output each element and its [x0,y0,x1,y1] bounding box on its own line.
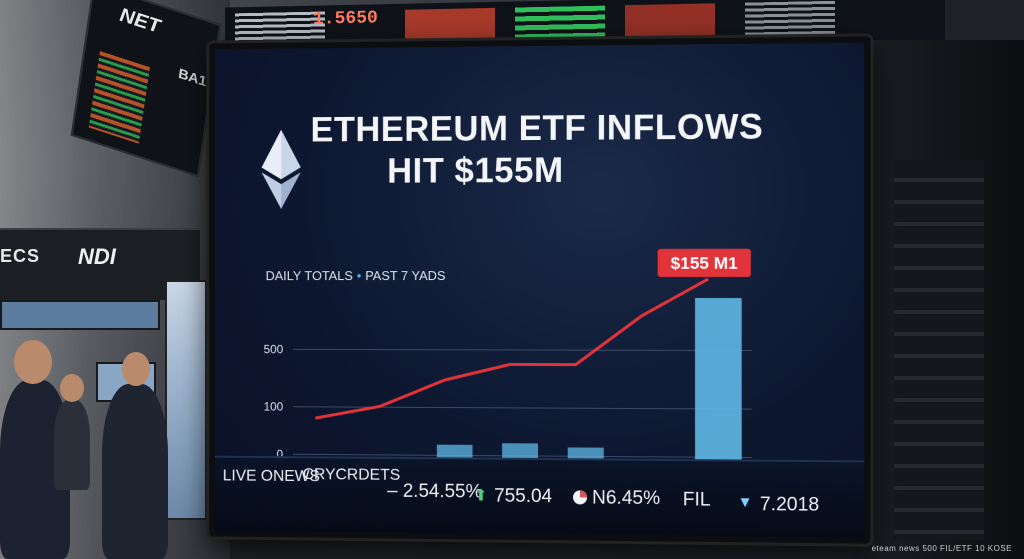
ticker-color-bars [89,51,150,144]
callout-label: $155 M1 [671,254,738,273]
grid-line [293,349,752,350]
ticker-item-name: FIL [683,489,711,511]
ticker-item-value: 755.04 [494,486,552,509]
chart-bar [695,298,742,484]
headline-line-1: ETHEREUM ETF INFLOWS [311,106,764,151]
y-tick-label: 100 [264,400,284,414]
trader-figure [102,384,168,559]
trader-head [122,352,150,386]
news-ticker: LIVE ONEWS CRYCRDETS – 2.54.55% ⬆ 755.04… [215,456,864,538]
ticker-item-name: CRYCRDETS [303,466,401,485]
up-arrow-icon: ⬆ [474,485,487,505]
main-display-frame: ETHEREUM ETF INFLOWS HIT $155M DAILY TOT… [209,36,870,543]
trader-figure [54,400,90,490]
side-ticker-sub: BA1 [177,65,207,89]
ticker-item-value: – 2.54.55% [387,481,482,504]
trader-head [14,340,52,384]
floor-banner-text-b: NDI [78,244,116,270]
chart-y-axis: 5001000 [264,342,284,461]
side-ticker-label: NET [118,4,161,39]
top-ticker-value: 1.5650 [313,8,378,29]
pie-chart-icon [572,489,588,511]
ticker-item-value: 7.2018 [760,494,819,517]
y-tick-label: 500 [264,342,284,356]
floor-banner-text-a: ECS [0,246,40,267]
trader-head [60,374,84,402]
ticker-item-value: N6.45% [592,487,660,510]
floor-monitor-stack [165,280,207,520]
equipment-racks [854,40,1024,559]
down-arrow-icon: ▼ [737,494,752,511]
floor-monitor [0,300,160,330]
headline: ETHEREUM ETF INFLOWS HIT $155M [311,106,764,193]
chart-callout: $155 M1 [658,249,751,277]
inflows-chart: 5001000 TOTAL AUMTOTAL AUM $155 M1 [254,185,813,489]
watermark-text: eteam news 500 FIL/ETF 10 KOSE [872,544,1012,553]
main-display: ETHEREUM ETF INFLOWS HIT $155M DAILY TOT… [215,42,864,537]
